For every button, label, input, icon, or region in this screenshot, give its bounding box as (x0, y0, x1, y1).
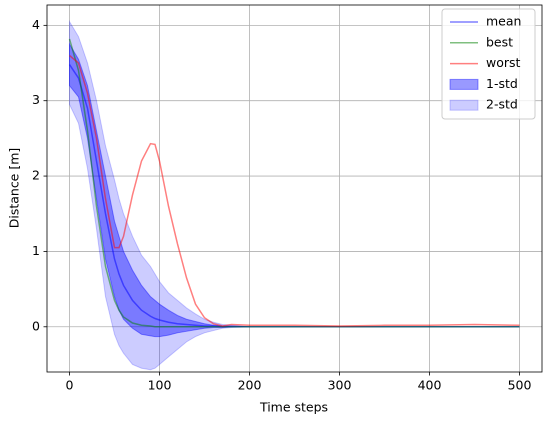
x-tick-label: 300 (328, 378, 352, 393)
x-tick-label: 500 (508, 378, 532, 393)
legend-label: worst (486, 55, 521, 70)
line (68, 38, 520, 328)
x-tick-label: 200 (238, 378, 262, 393)
legend-swatch (449, 78, 479, 90)
legend-label: best (486, 34, 513, 49)
legend-box (441, 8, 536, 120)
legend-swatch (449, 99, 479, 111)
x-tick-label: 0 (66, 378, 74, 393)
y-tick-label: 3 (32, 92, 40, 107)
x-tick-label: 100 (148, 378, 172, 393)
line (69, 54, 520, 327)
y-tick-label: 2 (32, 168, 40, 183)
x-tick-label: 400 (418, 378, 442, 393)
y-tick-label: 4 (32, 17, 40, 32)
axes-frame (46, 4, 543, 373)
plot-area (68, 19, 520, 371)
x-axis-label: Time steps (259, 400, 328, 415)
legend-label: 1-std (486, 76, 518, 91)
y-tick-label: 1 (32, 243, 40, 258)
y-tick-label: 0 (32, 318, 40, 333)
legend-label: mean (486, 14, 521, 29)
legend-label: 2-std (486, 97, 518, 112)
y-axis-label: Distance [m] (7, 148, 22, 229)
